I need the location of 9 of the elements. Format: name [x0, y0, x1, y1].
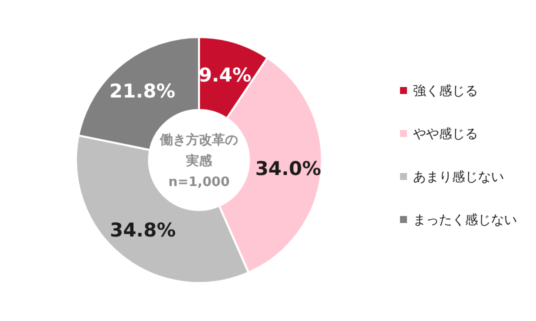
data-label: 34.0% — [255, 158, 322, 180]
legend-label: やや感じる — [413, 127, 478, 142]
data-label: 9.4% — [198, 64, 252, 86]
data-label: 21.8% — [109, 80, 176, 103]
data-label: 34.8% — [110, 220, 176, 242]
legend-label: あまり感じない — [413, 170, 504, 185]
legend-label: 強く感じる — [413, 84, 478, 99]
legend-label: まったく感じない — [413, 213, 517, 228]
text: n=1,000 — [168, 175, 230, 190]
